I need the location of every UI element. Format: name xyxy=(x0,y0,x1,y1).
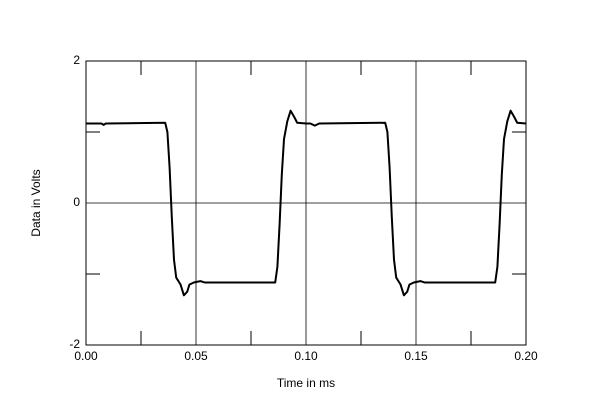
x-tick-label: 0.05 xyxy=(184,349,208,363)
y-tick-label: 0 xyxy=(73,195,80,209)
x-tick-label: 0.20 xyxy=(514,349,538,363)
x-axis-label: Time in ms xyxy=(277,376,335,390)
waveform xyxy=(86,109,527,297)
x-tick-label: 0.00 xyxy=(74,349,98,363)
y-tick-label: -2 xyxy=(69,337,80,351)
y-axis-label: Data in Volts xyxy=(29,169,43,236)
x-tick-label: 0.10 xyxy=(294,349,318,363)
x-tick-label: 0.15 xyxy=(404,349,428,363)
y-tick-label: 2 xyxy=(73,53,80,67)
